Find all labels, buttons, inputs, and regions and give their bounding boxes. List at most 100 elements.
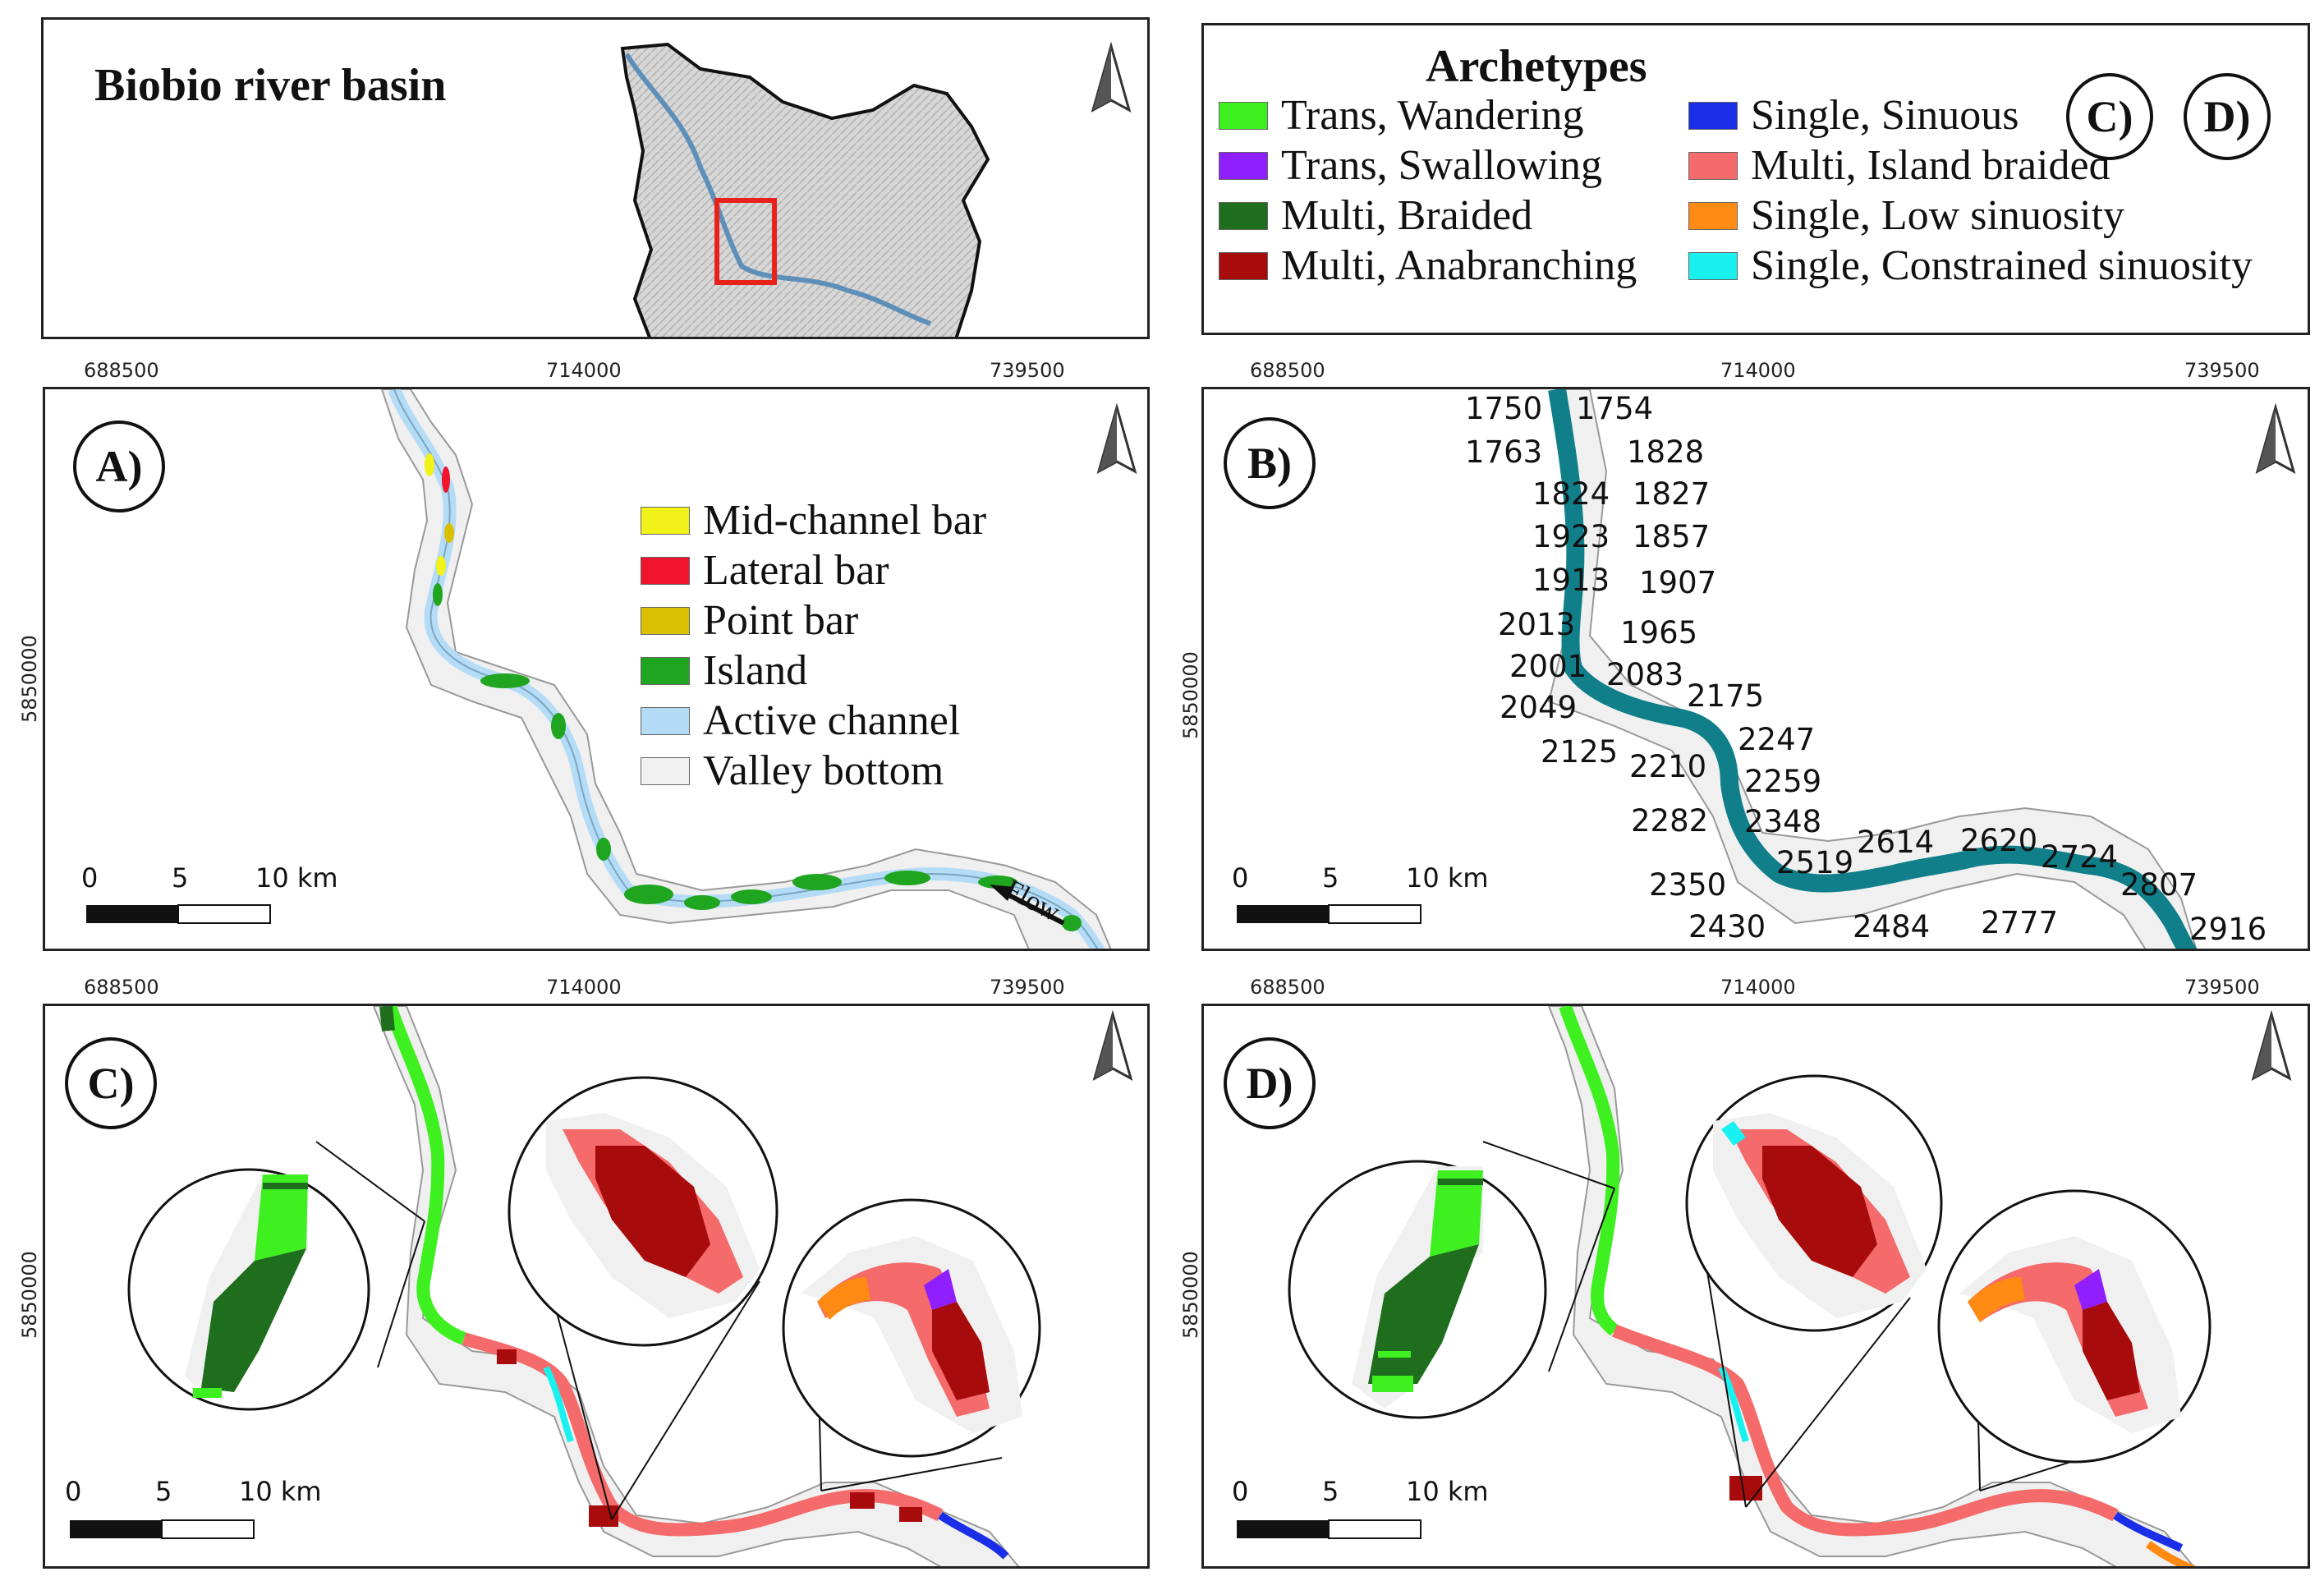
- feature-swatch: [641, 606, 690, 635]
- reach-braided-c: [379, 1006, 395, 1032]
- archetype-legend-item: Single, Sinuous: [1688, 91, 2019, 140]
- scale-zero-a: 0: [81, 862, 99, 894]
- archetype-swatch: [1219, 101, 1268, 130]
- panel-d-map: D) 0 5 10 km: [1201, 1004, 2310, 1569]
- feature-label: Active channel: [703, 697, 961, 744]
- panel-c-map: C) 0 5 10 km: [43, 1004, 1150, 1569]
- km-mark-label: 1907: [1639, 565, 1717, 600]
- archetype-legend-item: Trans, Swallowing: [1219, 141, 1602, 190]
- scale-ten-d: 10 km: [1406, 1476, 1489, 1507]
- archetypes-title: Archetypes: [1426, 41, 1647, 92]
- archetype-label: Multi, Anabranching: [1281, 242, 1637, 289]
- island-a-4: [596, 838, 611, 861]
- feature-label: Lateral bar: [703, 547, 889, 594]
- island-a-5: [624, 885, 673, 904]
- archetype-label: Multi, Island braided: [1751, 142, 2110, 189]
- panel-b-map: B) 1750 1754 1763 1828 1824 1827 1923 1857 1913 1…: [1201, 387, 2310, 951]
- archetype-label: Single, Sinuous: [1751, 92, 2019, 139]
- km-mark-label: 1827: [1633, 476, 1711, 512]
- inset-d-2: [1685, 1074, 1943, 1332]
- inset-d-3: [1937, 1189, 2211, 1464]
- reach-anabranch-d-1: [1729, 1476, 1762, 1501]
- feature-swatch: [641, 656, 690, 685]
- valley-bottom-b: [1547, 389, 2198, 949]
- archetype-label: Trans, Swallowing: [1281, 142, 1603, 189]
- panel-c-badge: C): [65, 1037, 157, 1129]
- feature-legend-item: Mid-channel bar: [641, 496, 986, 545]
- island-a-2: [480, 673, 530, 688]
- km-mark-label: 1750: [1465, 391, 1543, 426]
- scale-ten-a: 10 km: [255, 862, 338, 894]
- archetype-swatch: [1688, 101, 1738, 130]
- feature-legend-item: Island: [641, 646, 807, 695]
- km-mark-label: 1857: [1633, 519, 1711, 554]
- km-mark-label: 2083: [1606, 657, 1684, 692]
- km-mark-label: 2484: [1853, 909, 1931, 944]
- km-mark-label: 2013: [1498, 607, 1576, 642]
- x-tick-c-1: 688500: [84, 976, 159, 999]
- reach-sinuous-d: [2113, 1511, 2184, 1552]
- km-mark-label: 2348: [1744, 804, 1822, 839]
- feature-legend-item: Point bar: [641, 596, 858, 645]
- archetype-swatch: [1688, 151, 1738, 180]
- feature-label: Valley bottom: [703, 747, 944, 794]
- archetype-swatch: [1688, 201, 1738, 230]
- feature-legend-item: Valley bottom: [641, 747, 944, 795]
- inset-c-3: [782, 1198, 1041, 1458]
- feature-label: Mid-channel bar: [703, 497, 987, 544]
- island-a-7: [731, 889, 772, 904]
- km-mark-label: 2350: [1649, 867, 1727, 903]
- km-mark-label: 2282: [1631, 803, 1709, 839]
- km-mark-label: 2259: [1744, 764, 1822, 799]
- reach-island-c: [462, 1332, 944, 1537]
- km-mark-label: 2724: [2041, 839, 2119, 875]
- panel-a-map: A) Mid-channel bar Lateral bar Point bar Is…: [43, 387, 1150, 951]
- archetype-swatch: [1219, 201, 1268, 230]
- island-a-8: [792, 874, 842, 890]
- reach-constrained-c: [543, 1366, 574, 1443]
- legend-panel-d-badge: D): [2184, 73, 2271, 160]
- x-tick-a-1: 688500: [84, 359, 159, 382]
- y-tick-c: 5850000: [18, 1251, 41, 1339]
- km-mark-label: 2430: [1688, 909, 1766, 944]
- north-arrow-icon: [2251, 1009, 2292, 1082]
- scale-zero-d: 0: [1232, 1476, 1249, 1507]
- scale-zero-b: 0: [1232, 862, 1249, 894]
- basin-outline: [620, 42, 990, 337]
- island-a-6: [684, 895, 720, 910]
- scale-bar-a: [86, 904, 271, 924]
- archetype-legend-item: Single, Constrained sinuosity: [1688, 241, 2253, 290]
- archetype-legend-item: Single, Low sinuosity: [1688, 191, 2124, 240]
- reach-anabranch-c-1: [497, 1349, 517, 1364]
- panel-a-river: [86, 389, 1137, 949]
- island-a-1: [433, 583, 443, 606]
- reach-anabranch-c-4: [899, 1507, 922, 1522]
- km-mark-label: 2049: [1500, 690, 1578, 725]
- x-tick-c-2: 714000: [546, 976, 622, 999]
- north-arrow-icon: [1096, 402, 1137, 475]
- scale-ten-c: 10 km: [239, 1476, 322, 1507]
- inset-c-2: [508, 1076, 778, 1347]
- north-arrow-icon: [2255, 402, 2296, 475]
- archetype-legend-item: Multi, Anabranching: [1219, 241, 1637, 290]
- x-tick-c-3: 739500: [990, 976, 1065, 999]
- feature-legend-item: Active channel: [641, 696, 960, 745]
- island-a-10: [978, 876, 1017, 889]
- archetype-label: Single, Constrained sinuosity: [1751, 242, 2253, 289]
- km-mark-label: 1763: [1465, 434, 1543, 470]
- archetype-swatch: [1219, 251, 1268, 280]
- archetype-legend-item: Multi, Island braided: [1688, 141, 2110, 190]
- km-mark-label: 2001: [1509, 649, 1587, 684]
- scale-five-b: 5: [1322, 862, 1339, 894]
- basin-river-line: [624, 53, 931, 326]
- scale-bar-d: [1237, 1519, 1421, 1539]
- basin-overview-panel: Biobio river basin: [41, 17, 1150, 339]
- scale-zero-c: 0: [65, 1476, 82, 1507]
- lateral-bar-1: [442, 466, 450, 493]
- km-mark-label: 2807: [2120, 867, 2198, 903]
- archetype-legend-item: Multi, Braided: [1219, 191, 1532, 240]
- km-mark-label: 2125: [1541, 734, 1619, 770]
- y-tick-b: 5850000: [1179, 651, 1202, 739]
- x-tick-d-3: 739500: [2184, 976, 2260, 999]
- inset-d-1: [1288, 1160, 1547, 1419]
